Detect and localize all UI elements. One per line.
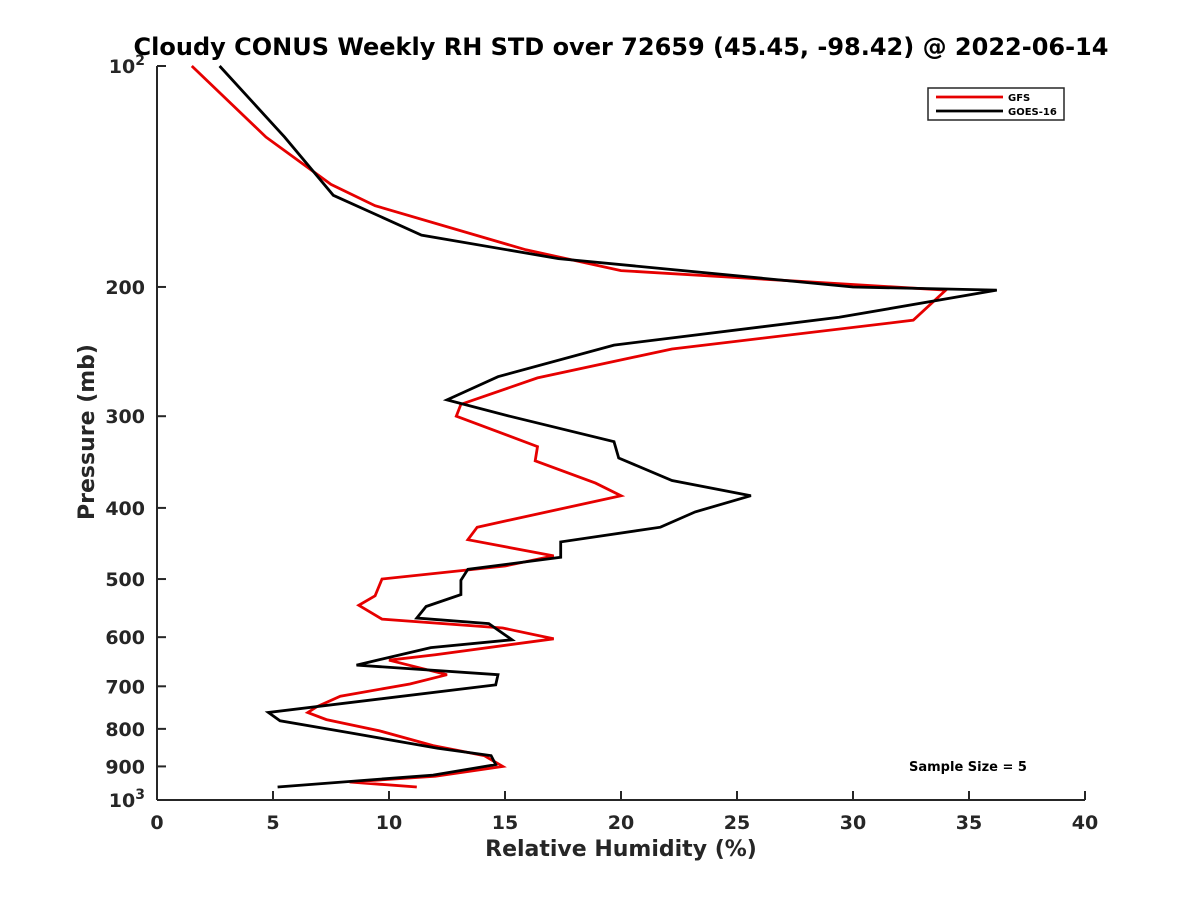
y-tick-label: 700 [105,676,145,698]
x-tick-label: 20 [608,812,634,834]
x-tick-label: 5 [266,812,279,834]
x-tick-label: 25 [724,812,750,834]
series-line-goes-16 [218,65,998,789]
x-tick-label: 10 [376,812,402,834]
y-tick-label-base: 10 [109,790,135,812]
x-tick-label: 30 [840,812,866,834]
series-line-gfs [190,64,950,789]
y-tick-label-exponent: 3 [135,787,145,803]
legend-label-gfs: GFS [1008,93,1030,104]
y-tick-label: 400 [105,498,145,520]
x-axis-label: Relative Humidity (%) [485,837,757,862]
y-tick-label: 300 [105,406,145,428]
sample-size-annotation: Sample Size = 5 [909,760,1027,775]
y-tick-label: 900 [105,756,145,778]
chart-title: Cloudy CONUS Weekly RH STD over 72659 (4… [134,33,1109,61]
y-tick-label: 500 [105,569,145,591]
x-tick-label: 40 [1072,812,1098,834]
y-tick-label-base: 10 [109,56,135,78]
legend-label-goes-16: GOES-16 [1008,107,1057,118]
legend: GFS GOES-16 [927,87,1065,121]
x-tick-label: 35 [956,812,982,834]
x-tick-label: 0 [150,812,163,834]
y-axis-label: Pressure (mb) [75,344,100,520]
y-tick-label: 600 [105,627,145,649]
y-tick-label: 102 [109,53,145,78]
y-tick-label: 800 [105,719,145,741]
y-tick-label: 200 [105,277,145,299]
y-tick-label: 103 [109,787,145,812]
y-tick-label-exponent: 2 [135,53,145,69]
plot-area: 0 5 10 15 20 25 30 35 40102200300400500600700800… [105,53,1098,834]
x-tick-label: 15 [492,812,518,834]
legend-box [927,87,1065,121]
